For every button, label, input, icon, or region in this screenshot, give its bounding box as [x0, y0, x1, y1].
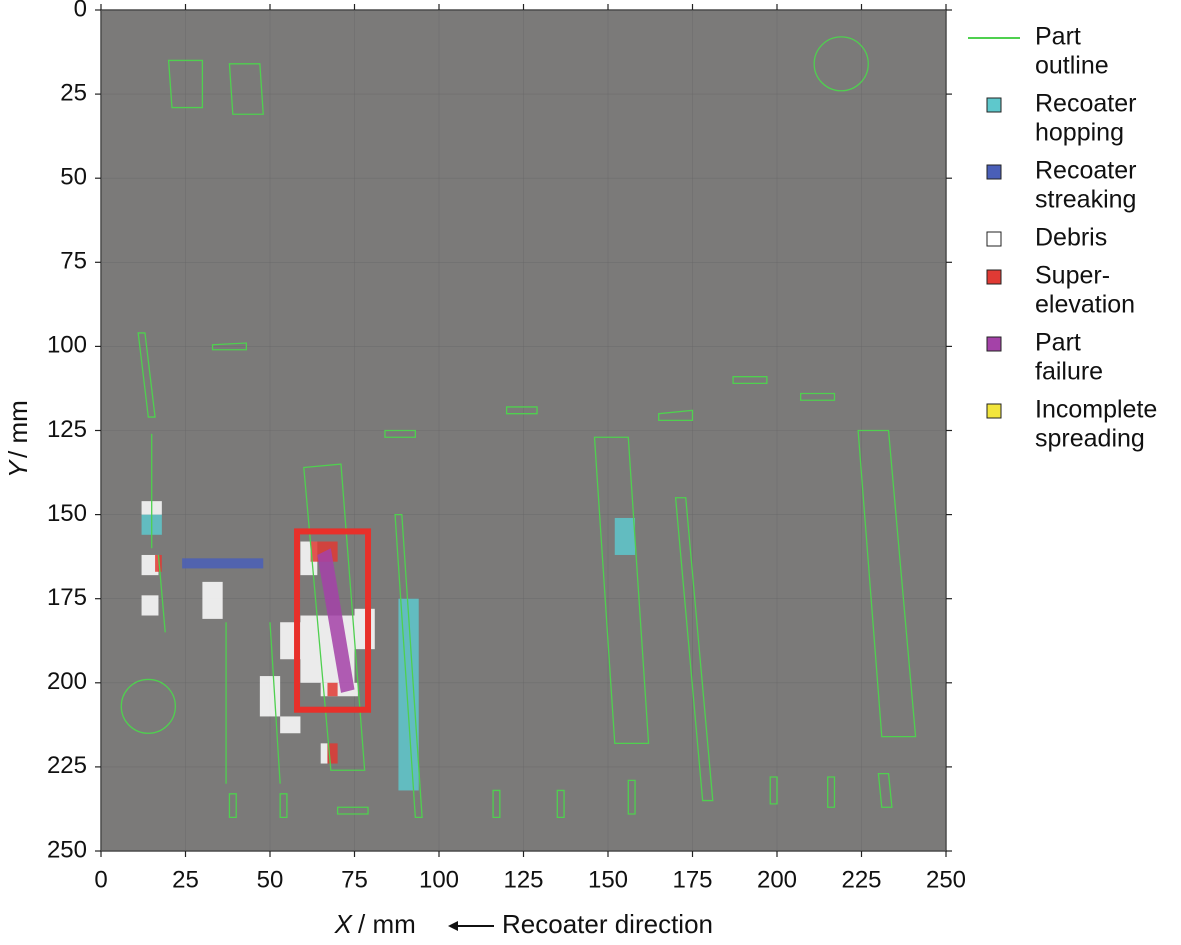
x-axis-unit: / mm [358, 909, 416, 939]
legend-marker [986, 231, 1002, 247]
x-tick-label: 200 [757, 866, 797, 893]
part-outline [505, 406, 538, 415]
part-outline [492, 789, 501, 819]
legend-label: Super- [1035, 262, 1110, 290]
y-tick-label: 200 [47, 668, 87, 695]
part-outline [658, 409, 694, 422]
x-tick-label: 100 [419, 866, 459, 893]
part-outline [877, 772, 893, 808]
part-outline [336, 806, 369, 815]
part-outline [627, 779, 636, 815]
part-outline [827, 776, 836, 808]
anomaly-region [327, 743, 338, 764]
y-tick-label: 50 [60, 164, 87, 191]
legend-marker [986, 269, 1002, 285]
anomaly-region [141, 595, 159, 616]
y-axis-symbol: Y [3, 459, 33, 478]
part-outline [137, 332, 156, 418]
part-outline [674, 497, 714, 802]
part-outline [384, 429, 416, 438]
part-outline [228, 63, 264, 115]
x-tick-label: 175 [672, 866, 712, 893]
legend: PartoutlineRecoaterhoppingRecoaterstreak… [968, 23, 1157, 453]
legend-label: streaking [1035, 186, 1136, 214]
legend-label: Recoater [1035, 90, 1136, 118]
part-outline [556, 789, 565, 819]
y-tick-label: 25 [60, 79, 87, 106]
part-outline [279, 793, 288, 819]
part-outline [167, 59, 204, 109]
x-tick-label: 25 [172, 866, 199, 893]
x-tick-label: 125 [503, 866, 543, 893]
legend-label: failure [1035, 358, 1103, 386]
y-tick-label: 175 [47, 584, 87, 611]
anomaly-region [320, 743, 328, 764]
part-outline [157, 554, 166, 633]
anomaly-region [155, 554, 162, 572]
part-outline [732, 376, 768, 385]
part-outline [120, 678, 177, 734]
x-tick-label: 225 [841, 866, 881, 893]
part-outline [303, 463, 366, 771]
anomaly-region [327, 682, 338, 697]
anomaly-region [280, 716, 301, 734]
anomaly-region [354, 608, 375, 650]
legend-label: outline [1035, 52, 1109, 80]
x-axis-symbol: X [334, 909, 354, 939]
y-tick-label: 75 [60, 248, 87, 275]
part-outline [813, 36, 869, 92]
part-outline [394, 513, 423, 819]
anomaly-region [259, 676, 281, 717]
anomaly-region [614, 517, 636, 555]
legend-marker [986, 97, 1002, 113]
legend-label: Part [1035, 329, 1081, 357]
legend-label: spreading [1035, 425, 1145, 453]
legend-label: Part [1035, 23, 1081, 51]
x-tick-label: 0 [94, 866, 107, 893]
highlight-box [294, 528, 372, 713]
legend-label: Incomplete [1035, 396, 1157, 424]
anomaly-region [398, 598, 419, 791]
x-tick-label: 75 [341, 866, 368, 893]
axes: 0 25 50 75 100 125 150 175 200 225 250 0 25 50 75 100 12… [47, 0, 966, 893]
legend-marker [986, 164, 1002, 180]
part-outline [769, 776, 778, 805]
legend-marker [986, 403, 1002, 419]
x-tick-label: 250 [926, 866, 966, 893]
part-outline [269, 622, 281, 784]
x-tick-label: 50 [257, 866, 284, 893]
part-outline [857, 429, 917, 738]
y-tick-label: 100 [47, 332, 87, 359]
anomaly-region [141, 554, 159, 576]
direction-arrow-head [448, 921, 458, 931]
anomaly-region [317, 548, 355, 693]
legend-label: elevation [1035, 291, 1135, 319]
y-axis-unit: / mm [3, 400, 33, 458]
y-tick-label: 0 [74, 0, 87, 22]
y-axis-label: Y / mm [3, 400, 33, 478]
y-tick-label: 125 [47, 416, 87, 443]
legend-label: Recoater [1035, 157, 1136, 185]
x-tick-label: 150 [588, 866, 628, 893]
annotation: Recoater direction [502, 909, 713, 939]
y-tick-label: 225 [47, 752, 87, 779]
legend-label: Debris [1035, 224, 1107, 252]
part-outline [228, 793, 237, 819]
part-outline [800, 392, 836, 401]
y-tick-label: 250 [47, 836, 87, 863]
anomaly-region [202, 581, 223, 619]
part-outline [593, 436, 650, 745]
legend-label: hopping [1035, 119, 1124, 147]
legend-marker [986, 336, 1002, 352]
part-outline [211, 342, 247, 351]
marks [120, 36, 917, 819]
y-tick-label: 150 [47, 500, 87, 527]
anomaly-region [182, 558, 264, 569]
